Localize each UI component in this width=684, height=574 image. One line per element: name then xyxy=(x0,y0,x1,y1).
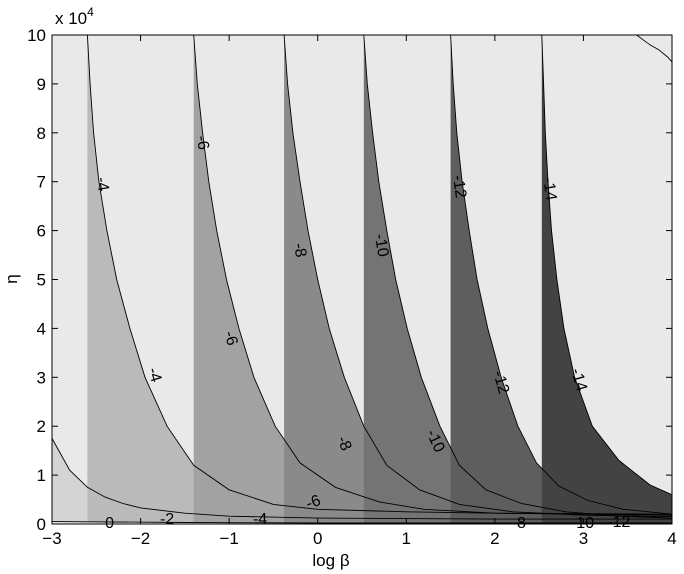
y-tick-label: 7 xyxy=(37,173,46,192)
x-tick-label: 2 xyxy=(490,529,499,548)
y-axis-title: η xyxy=(2,274,21,283)
contour-line--8 xyxy=(283,35,672,518)
y-tick-label: 8 xyxy=(37,124,46,143)
y-axis-multiplier-exponent: 4 xyxy=(87,5,94,19)
x-tick-label: −1 xyxy=(219,529,238,548)
contour-region--8 xyxy=(284,35,672,524)
y-tick-label: 2 xyxy=(37,417,46,436)
x-tick-label: 1 xyxy=(402,529,411,548)
contour-label-7: -6 xyxy=(304,492,323,513)
x-axis-title: log β xyxy=(312,551,349,570)
y-tick-label: 3 xyxy=(37,368,46,387)
y-tick-label: 4 xyxy=(37,319,46,338)
contour-line-0 xyxy=(52,438,672,520)
contour-label-15: -14 xyxy=(567,366,590,393)
contour-region--4 xyxy=(87,35,672,524)
y-tick-label: 10 xyxy=(27,26,46,45)
contour-label-6: -6 xyxy=(220,329,240,347)
contour-region--14 xyxy=(541,35,672,524)
y-tick-label: 9 xyxy=(37,75,46,94)
contour-line--16 xyxy=(636,35,672,63)
contour-region--6 xyxy=(193,35,672,524)
y-axis-multiplier: x 104 xyxy=(55,5,94,28)
contour-lines xyxy=(52,35,672,524)
x-tick-label: 4 xyxy=(667,529,676,548)
contour-labels: -4-40 -2 -4-6-6-6-8-8-10-10-12-12-14-148 10… xyxy=(92,134,630,532)
axis-ticks: −3 −2 −1 0 1 2 3 4 0 1 2 3 4 5 6 7 8 9 10 xyxy=(27,26,677,548)
contour-line--4 xyxy=(86,35,672,515)
y-tick-label: 6 xyxy=(37,222,46,241)
y-tick-label: 0 xyxy=(37,515,46,534)
y-tick-label: 1 xyxy=(37,466,46,485)
contour-label-9: -8 xyxy=(333,434,354,454)
contour-label-0: -4 xyxy=(92,176,111,193)
contour-region--12 xyxy=(450,35,672,524)
x-tick-label: −2 xyxy=(131,529,150,548)
contour-label-4: -4 xyxy=(253,511,267,528)
contour-line--14 xyxy=(541,35,672,496)
x-tick-label: −3 xyxy=(42,529,61,548)
y-tick-label: 5 xyxy=(37,271,46,290)
contour-line--12 xyxy=(450,35,672,515)
contour-region--10 xyxy=(363,35,672,524)
contour-label-18: -12 xyxy=(607,514,630,531)
contour-label-14: -14 xyxy=(539,176,559,201)
contour-line--10 xyxy=(363,35,672,519)
contour-line--6 xyxy=(193,35,672,516)
contour-label-1: -4 xyxy=(144,366,164,385)
contour-label-12: -12 xyxy=(449,174,469,199)
x-tick-label: 3 xyxy=(579,529,588,548)
contour-label-8: -8 xyxy=(290,242,309,259)
contour-label-10: -10 xyxy=(371,233,392,259)
y-axis-multiplier-base: x 10 xyxy=(55,9,87,28)
contour-label-13: -12 xyxy=(489,369,512,396)
contour-label-3: -2 xyxy=(160,511,174,528)
contour-label-5: -6 xyxy=(193,134,212,151)
x-tick-label: 0 xyxy=(313,529,322,548)
